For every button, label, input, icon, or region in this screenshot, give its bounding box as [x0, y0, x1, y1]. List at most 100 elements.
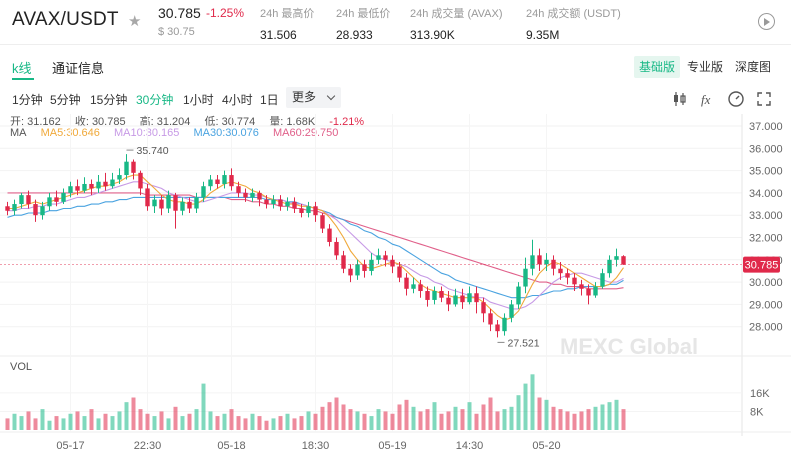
volume-bar [159, 411, 164, 430]
candle-body [124, 161, 129, 176]
interval-30m[interactable]: 30分钟 [136, 93, 174, 107]
ohlc-readout: 开: 31.162 收: 30.785 高: 31.204 低: 30.774 … [10, 113, 375, 129]
interval-4h[interactable]: 4小时 [222, 93, 253, 107]
tab-kline[interactable]: k线 [12, 61, 32, 76]
candle-body [82, 183, 87, 191]
candle-body [40, 206, 45, 216]
volume-bar [250, 413, 255, 430]
interval-5m[interactable]: 5分钟 [50, 93, 81, 107]
star-icon[interactable]: ★ [128, 13, 142, 30]
pair-title[interactable]: AVAX/USDT [12, 9, 119, 30]
candle-body [565, 273, 570, 278]
candle-body [145, 188, 150, 207]
price-tick-label: 37.000 [749, 121, 783, 133]
volume-bar [341, 404, 346, 430]
candle-body [166, 195, 171, 209]
stat-24h-low: 24h 最低价 28.933 [336, 5, 390, 42]
volume-bar [327, 402, 332, 430]
candle-body [614, 256, 619, 260]
candle-body [12, 204, 17, 211]
candle-body [523, 268, 528, 287]
candle-body [215, 179, 220, 184]
volume-bar [299, 416, 304, 430]
volume-bar [362, 413, 367, 430]
candle-body [180, 201, 185, 211]
candle-body [75, 186, 80, 191]
indicator-fx-icon[interactable]: fx [699, 90, 717, 108]
volume-bar [397, 404, 402, 430]
candle-body [467, 293, 472, 303]
price-tick-label: 35.000 [749, 166, 783, 178]
candle-body [201, 186, 206, 198]
more-intervals-dropdown[interactable]: 更多 [286, 87, 341, 108]
interval-1h[interactable]: 1小时 [183, 93, 214, 107]
candle-type-icon[interactable] [671, 90, 689, 108]
stat-value: 28.933 [336, 28, 373, 42]
interval-15m[interactable]: 15分钟 [90, 93, 128, 107]
candle-body [19, 195, 24, 205]
volume-bar [243, 418, 248, 430]
candle-body [376, 255, 381, 260]
volume-bar [544, 399, 549, 430]
candle-body [481, 302, 486, 314]
gauge-settings-icon[interactable] [727, 90, 745, 108]
header-divider [0, 44, 791, 45]
candle-body [138, 172, 143, 189]
stat-value: 313.90K [410, 28, 455, 42]
volume-bar [278, 416, 283, 430]
volume-bar [383, 411, 388, 430]
candle-body [572, 277, 577, 285]
time-tick-label: 05-17 [56, 440, 84, 452]
candle-body [117, 175, 122, 180]
volume-bar [404, 399, 409, 430]
stat-24h-turnover: 24h 成交额 (USDT) 9.35M [526, 5, 621, 42]
candle-body [362, 264, 367, 271]
ma30-value: MA30:30.076 [193, 127, 259, 139]
volume-bar [117, 411, 122, 430]
candle-body [33, 204, 38, 216]
candle-body [446, 297, 451, 305]
candle-body [96, 181, 101, 189]
tab-underline [12, 78, 34, 80]
view-basic-button[interactable]: 基础版 [634, 56, 681, 78]
volume-bar [390, 413, 395, 430]
volume-bar [355, 411, 360, 430]
volume-bar [432, 402, 437, 430]
ticker-header: AVAX/USDT ★ 30.785 -1.25% $ 30.75 24h 最高… [0, 0, 791, 44]
watermark-logo: MEXC Global [560, 334, 698, 359]
volume-bar [474, 413, 479, 430]
price-tick-label: 28.000 [749, 322, 783, 334]
time-tick-label: 14:30 [456, 440, 484, 452]
candle-body [579, 284, 584, 289]
volume-bar [516, 395, 521, 430]
volume-bar [439, 413, 444, 430]
last-price: 30.785 [158, 5, 201, 21]
volume-bar [488, 397, 493, 430]
candle-body [474, 293, 479, 303]
volume-bar [572, 413, 577, 430]
interval-1d[interactable]: 1日 [260, 93, 279, 107]
view-pro-button[interactable]: 专业版 [687, 60, 724, 74]
candle-body [495, 324, 500, 332]
volume-bar [334, 397, 339, 430]
fullscreen-icon[interactable] [755, 90, 773, 108]
play-icon[interactable] [758, 13, 775, 30]
candle-body [285, 201, 290, 207]
low-value: 低: 30.774 [204, 116, 256, 128]
candle-body [334, 241, 339, 256]
volume-bar [187, 413, 192, 430]
candle-body [152, 199, 157, 207]
view-depth-button[interactable]: 深度图 [735, 60, 772, 74]
candle-body [292, 201, 297, 209]
price-tick-label: 30.000 [749, 277, 783, 289]
candle-body [397, 266, 402, 278]
ma10-value: MA10:30.165 [113, 127, 180, 139]
interval-1m[interactable]: 1分钟 [12, 93, 43, 107]
volume-bar [593, 406, 598, 430]
volume-bar [600, 404, 605, 430]
volume-bar [509, 406, 514, 430]
candle-body [439, 291, 444, 298]
tab-token-info[interactable]: 通证信息 [52, 61, 105, 76]
volume-bar [565, 411, 570, 430]
